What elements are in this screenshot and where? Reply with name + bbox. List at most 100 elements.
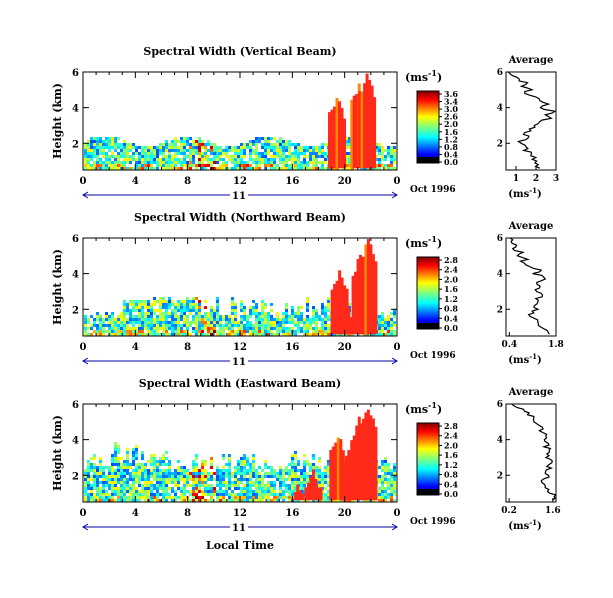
colorbar — [416, 90, 440, 164]
avg-x-tick-label: 0.4 — [501, 340, 517, 350]
colorbar-tick-label: 2.0 — [444, 440, 458, 450]
colorbar-tick-label: 2.8 — [444, 255, 458, 265]
day-label: 11 — [232, 191, 246, 202]
avg-x-tick-label: 2 — [533, 174, 539, 184]
panel-2: Spectral Width (Eastward Beam) Height (km… — [51, 377, 561, 534]
y-tick-label: 2 — [72, 471, 79, 482]
avg-profile-line — [511, 403, 557, 501]
x-tick-label: 8 — [184, 176, 191, 187]
y-tick-label: 6 — [72, 400, 79, 411]
y-tick-label: 6 — [72, 234, 79, 245]
colorbar-tick-label: 1.6 — [444, 450, 458, 460]
colorbar-tick-label: 0.4 — [444, 313, 458, 323]
avg-y-tick-label: 2 — [497, 139, 503, 149]
colorbar-tick-label: 0.0 — [444, 489, 458, 499]
avg-profile-line — [508, 71, 557, 169]
colorbar-unit-sup: -1 — [428, 234, 437, 244]
day-bar-arrow-right — [391, 357, 398, 365]
avg-y-tick-label: 6 — [497, 234, 503, 244]
colorbar-tick-label: 0.0 — [444, 323, 458, 333]
x-tick-label: 16 — [285, 508, 299, 519]
y-tick-label: 4 — [72, 270, 79, 281]
colorbar-floor — [417, 489, 439, 495]
avg-unit-base: (ms — [508, 521, 529, 532]
x-tick-label: 12 — [233, 176, 247, 187]
y-tick-label: 4 — [72, 436, 79, 447]
avg-x-tick-label: 1 — [513, 174, 519, 184]
y-tick-label: 2 — [72, 305, 79, 316]
heatmap-cells — [84, 238, 396, 336]
panel-title: Spectral Width (Northward Beam) — [134, 211, 346, 224]
colorbar-unit-sup: -1 — [428, 68, 437, 78]
date-label: Oct 1996 — [410, 185, 456, 195]
colorbar-tick-label: 2.8 — [444, 421, 458, 431]
colorbar-unit: (ms-1) — [405, 68, 442, 84]
colorbar-unit-close: ) — [437, 237, 442, 250]
x-tick-label: 4 — [132, 342, 139, 353]
x-tick-label: 0 — [80, 508, 87, 519]
x-tick-label: 0 — [394, 508, 401, 519]
avg-y-tick-label: 4 — [497, 436, 503, 446]
avg-title: Average — [508, 387, 554, 398]
colorbar-tick-label: 1.2 — [444, 460, 458, 470]
avg-unit: (ms-1) — [508, 186, 541, 200]
panel-title: Spectral Width (Eastward Beam) — [139, 377, 341, 390]
day-bar-arrow-right — [391, 191, 398, 199]
avg-frame — [505, 237, 557, 337]
colorbar-unit-base: (ms — [405, 403, 428, 416]
colorbar-tick-label: 2.0 — [444, 274, 458, 284]
day-bar-arrow-left — [82, 357, 89, 365]
x-tick-label: 4 — [132, 176, 139, 187]
x-tick-label: 16 — [285, 176, 299, 187]
avg-x-tick-label: 1.6 — [545, 506, 561, 516]
avg-unit: (ms-1) — [508, 352, 541, 366]
avg-y-tick-label: 2 — [497, 305, 503, 315]
x-tick-label: 16 — [285, 342, 299, 353]
date-label: Oct 1996 — [410, 517, 456, 527]
x-axis-label: Local Time — [206, 539, 274, 552]
avg-unit-sup: -1 — [529, 352, 537, 361]
colorbar-tick-label: 3.6 — [444, 89, 458, 99]
heatmap-cells — [84, 409, 396, 502]
x-tick-label: 12 — [233, 508, 247, 519]
panel-1: Spectral Width (Northward Beam) Height (k… — [51, 211, 564, 368]
avg-unit-close: ) — [537, 355, 542, 366]
colorbar-tick-label: 1.6 — [444, 127, 458, 137]
avg-x-tick-label: 0.2 — [501, 506, 517, 516]
x-tick-label: 0 — [80, 342, 87, 353]
avg-y-tick-label: 4 — [497, 270, 503, 280]
avg-frame — [505, 403, 557, 503]
colorbar-tick-label: 3.0 — [444, 104, 458, 114]
colorbar-unit: (ms-1) — [405, 234, 442, 250]
colorbar-tick-label: 3.4 — [444, 97, 458, 107]
colorbar-floor — [417, 157, 439, 163]
colorbar-unit-base: (ms — [405, 71, 428, 84]
x-tick-label: 0 — [394, 176, 401, 187]
colorbar-unit-close: ) — [437, 403, 442, 416]
avg-y-tick-label: 2 — [497, 471, 503, 481]
colorbar-tick-label: 2.0 — [444, 119, 458, 129]
x-tick-label: 8 — [184, 508, 191, 519]
colorbar-tick-label: 0.4 — [444, 149, 458, 159]
x-tick-label: 20 — [338, 508, 352, 519]
x-tick-label: 8 — [184, 342, 191, 353]
colorbar — [416, 422, 440, 496]
colorbar-tick-label: 0.4 — [444, 479, 458, 489]
colorbar-tick-label: 0.0 — [444, 157, 458, 167]
avg-title: Average — [508, 221, 554, 232]
x-tick-label: 0 — [394, 342, 401, 353]
colorbar-unit-sup: -1 — [428, 400, 437, 410]
avg-profile-line — [509, 237, 550, 335]
y-tick-label: 2 — [72, 139, 79, 150]
colorbar-unit-close: ) — [437, 71, 442, 84]
day-bar-arrow-right — [391, 523, 398, 531]
avg-y-tick-label: 6 — [497, 400, 503, 410]
x-tick-label: 0 — [80, 176, 87, 187]
colorbar-unit: (ms-1) — [405, 400, 442, 416]
colorbar-tick-label: 1.2 — [444, 294, 458, 304]
avg-unit-sup: -1 — [529, 518, 537, 527]
avg-y-tick-label: 6 — [497, 68, 503, 78]
y-axis-label: Height (km) — [51, 249, 64, 325]
colorbar-tick-label: 0.8 — [444, 470, 458, 480]
avg-unit-close: ) — [537, 521, 542, 532]
